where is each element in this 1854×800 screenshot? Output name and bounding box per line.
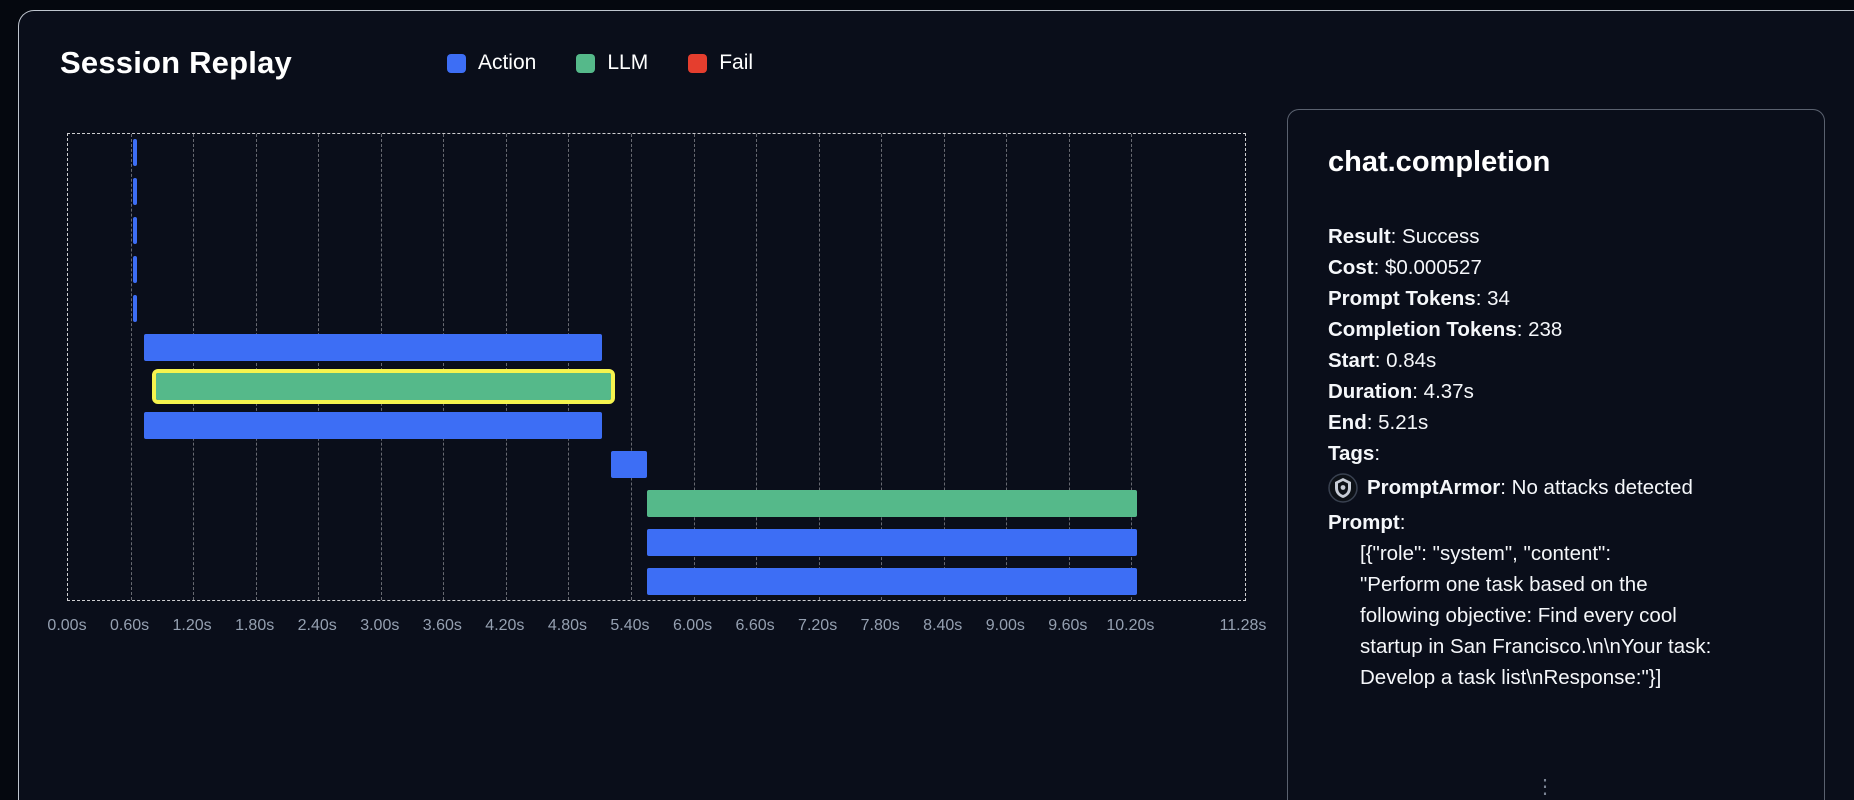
plot-area [67, 133, 1246, 601]
gridline [881, 134, 883, 600]
detail-field-prompt-tokens: Prompt Tokens: 34 [1328, 287, 1510, 310]
prompt-text-line: [{"role": "system", "content": [1360, 542, 1612, 565]
gridline [130, 134, 132, 600]
event-details-card: chat.completion Result: Success Cost: $0.… [1287, 109, 1825, 800]
gridline [693, 134, 695, 600]
gridline [443, 134, 445, 600]
promptarmor-text: PromptArmor: No attacks detected [1367, 476, 1693, 499]
prompt-text-line: startup in San Francisco.\n\nYour task: [1360, 635, 1712, 658]
gantt-bar-action[interactable] [144, 412, 602, 439]
x-tick-label: 1.80s [235, 617, 275, 634]
x-tick-label: 4.80s [547, 617, 587, 634]
detail-field-cost: Cost: $0.000527 [1328, 256, 1482, 279]
page-title: Session Replay [60, 45, 292, 80]
x-tick-label: 9.60s [1048, 617, 1088, 634]
gantt-bar-action[interactable] [132, 178, 137, 205]
x-tick-label: 3.00s [360, 617, 400, 634]
legend-swatch-icon [446, 53, 466, 73]
gantt-bar-action[interactable] [646, 568, 1137, 595]
event-title: chat.completion [1328, 146, 1551, 178]
legend-swatch-icon [688, 53, 708, 73]
gridline [943, 134, 945, 600]
x-tick-label: 1.20s [172, 617, 212, 634]
detail-field-result: Result: Success [1328, 225, 1480, 248]
legend: Action LLM Fail [446, 51, 753, 75]
x-tick-label: 3.60s [422, 617, 462, 634]
x-tick-label: 0.00s [47, 617, 87, 634]
legend-item-llm[interactable]: LLM [576, 51, 648, 75]
drag-handle-icon[interactable]: ⋮ [1535, 776, 1555, 798]
gridline [1131, 134, 1133, 600]
x-tick-label: 0.60s [109, 617, 150, 634]
legend-item-fail[interactable]: Fail [688, 51, 753, 75]
session-replay-panel: Session Replay Action LLM Fail 0.00s 0.60s 1… [18, 10, 1854, 800]
gridline [568, 134, 570, 600]
panel-header: Session Replay Action LLM Fail [60, 45, 753, 81]
x-tick-label: 2.40s [297, 617, 337, 634]
gridline [1068, 134, 1070, 600]
x-tick-label: 7.20s [798, 617, 838, 634]
x-tick-label: 11.28s [1219, 617, 1267, 634]
gantt-bar-selected-llm[interactable] [151, 369, 616, 404]
x-tick-label: 7.80s [860, 617, 900, 634]
x-tick-label: 4.20s [485, 617, 525, 634]
legend-label: Action [477, 51, 537, 74]
x-tick-label: 8.40s [923, 617, 963, 634]
detail-field-tags: Tags: [1328, 442, 1381, 465]
gridline [505, 134, 507, 600]
gridline [756, 134, 758, 600]
promptarmor-icon [1328, 472, 1358, 503]
gridline [255, 134, 257, 600]
legend-label: Fail [719, 51, 754, 74]
prompt-text-line: following objective: Find every cool [1360, 604, 1677, 627]
detail-field-duration: Duration: 4.37s [1328, 380, 1474, 403]
gridline [318, 134, 320, 600]
x-tick-label: 6.60s [735, 617, 775, 634]
detail-field-end: End: 5.21s [1328, 411, 1429, 434]
x-tick-label: 5.40s [610, 617, 650, 634]
gantt-bar-action[interactable] [144, 334, 602, 361]
detail-field-start: Start: 0.84s [1328, 349, 1437, 372]
legend-label: LLM [607, 51, 649, 74]
event-details-rows: Result: Success Cost: $0.000527 Prompt Tok… [1328, 221, 1784, 693]
gantt-bar-action[interactable] [132, 139, 137, 166]
gantt-bar-action[interactable] [611, 451, 647, 478]
prompt-text-line: "Perform one task based on the [1360, 573, 1648, 596]
gantt-bar-action[interactable] [132, 217, 137, 244]
gridline [1006, 134, 1008, 600]
legend-swatch-icon [576, 53, 596, 73]
detail-promptarmor: PromptArmor: No attacks detected [1328, 472, 1784, 503]
gantt-bar-action[interactable] [132, 256, 137, 283]
x-axis: 0.00s 0.60s 1.20s 1.80s 2.40s 3.00s 3.60s 4.20s… [47, 617, 1266, 641]
x-tick-label: 9.00s [985, 617, 1025, 634]
gantt-bar-action[interactable] [132, 295, 137, 322]
detail-field-prompt: Prompt: [1328, 511, 1406, 534]
prompt-text-line: Develop a task list\nResponse:"}] [1360, 666, 1662, 689]
x-tick-label: 6.00s [672, 617, 713, 634]
gridline [380, 134, 382, 600]
x-tick-label: 10.20s [1106, 617, 1155, 634]
gantt-bar-llm[interactable] [646, 490, 1137, 517]
gantt-bar-action[interactable] [646, 529, 1137, 556]
detail-field-completion-tokens: Completion Tokens: 238 [1328, 318, 1563, 341]
gridline [818, 134, 820, 600]
gridline [193, 134, 195, 600]
legend-item-action[interactable]: Action [446, 51, 537, 75]
gridline [630, 134, 632, 600]
